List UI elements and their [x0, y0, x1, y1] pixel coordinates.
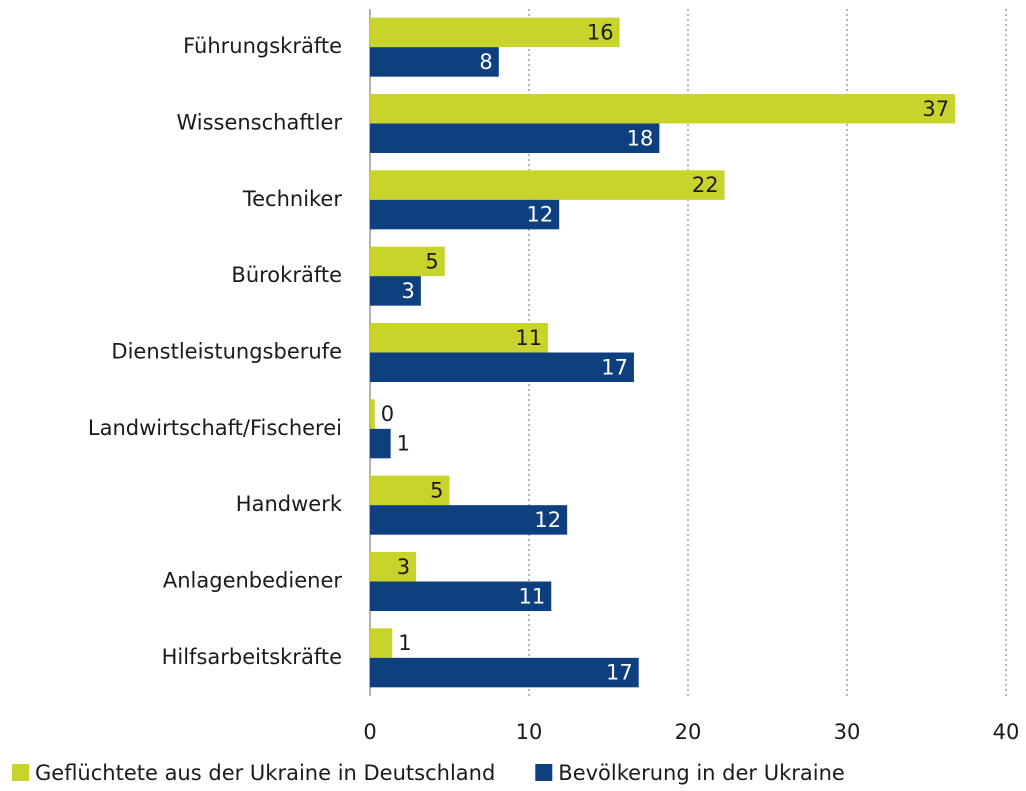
y-tick-label: Handwerk: [236, 492, 343, 516]
bar: [370, 123, 660, 153]
x-tick-label: 0: [363, 720, 376, 744]
x-tick-label: 40: [993, 720, 1020, 744]
y-tick-label: Wissenschaftler: [176, 111, 342, 135]
data-label: 12: [526, 203, 553, 227]
bar: [370, 352, 634, 382]
y-tick-label: Dienstleistungsberufe: [111, 340, 342, 364]
y-tick-label: Anlagenbediener: [163, 569, 343, 593]
data-label: 5: [425, 249, 438, 273]
bar: [370, 505, 568, 535]
bar: [370, 552, 417, 582]
data-label: 17: [606, 661, 633, 685]
data-label: 17: [601, 355, 628, 379]
x-tick-label: 20: [675, 720, 702, 744]
bar: [370, 47, 499, 77]
data-label: 8: [479, 50, 492, 74]
bar: [370, 399, 375, 429]
legend-label: Bevölkerung in der Ukraine: [558, 761, 845, 785]
bar: [370, 323, 549, 353]
data-label: 22: [692, 173, 719, 197]
data-label: 1: [397, 432, 410, 456]
data-label: 37: [922, 97, 949, 121]
bar: [370, 170, 725, 200]
data-label: 18: [627, 126, 654, 150]
y-tick-label: Führungskräfte: [183, 34, 342, 58]
data-label: 12: [534, 508, 561, 532]
bar: [370, 94, 956, 124]
data-label: 5: [430, 478, 443, 502]
data-label: 16: [587, 20, 614, 44]
bar: [370, 428, 391, 459]
bar: [370, 475, 450, 506]
bar: [370, 246, 445, 277]
bar: [370, 276, 421, 306]
bar: [370, 581, 552, 611]
data-label: 11: [515, 326, 542, 350]
bar: [370, 17, 620, 48]
y-tick-label: Techniker: [242, 187, 343, 211]
y-tick-label: Hilfsarbeitskräfte: [162, 645, 342, 669]
data-label: 0: [381, 402, 394, 426]
bar: [370, 657, 639, 688]
data-label: 1: [398, 631, 411, 655]
data-label: 3: [397, 555, 410, 579]
x-tick-label: 10: [516, 720, 543, 744]
y-tick-label: Bürokräfte: [231, 263, 342, 287]
data-label: 3: [402, 279, 415, 303]
y-tick-label: Landwirtschaft/Fischerei: [88, 416, 342, 440]
bar: [370, 199, 560, 230]
legend-swatch: [12, 764, 29, 781]
legend-swatch: [535, 764, 553, 781]
bar: [370, 628, 393, 658]
data-label: 11: [519, 584, 546, 608]
x-tick-label: 30: [834, 720, 861, 744]
legend-label: Geflüchtete aus der Ukraine in Deutschla…: [35, 761, 495, 785]
